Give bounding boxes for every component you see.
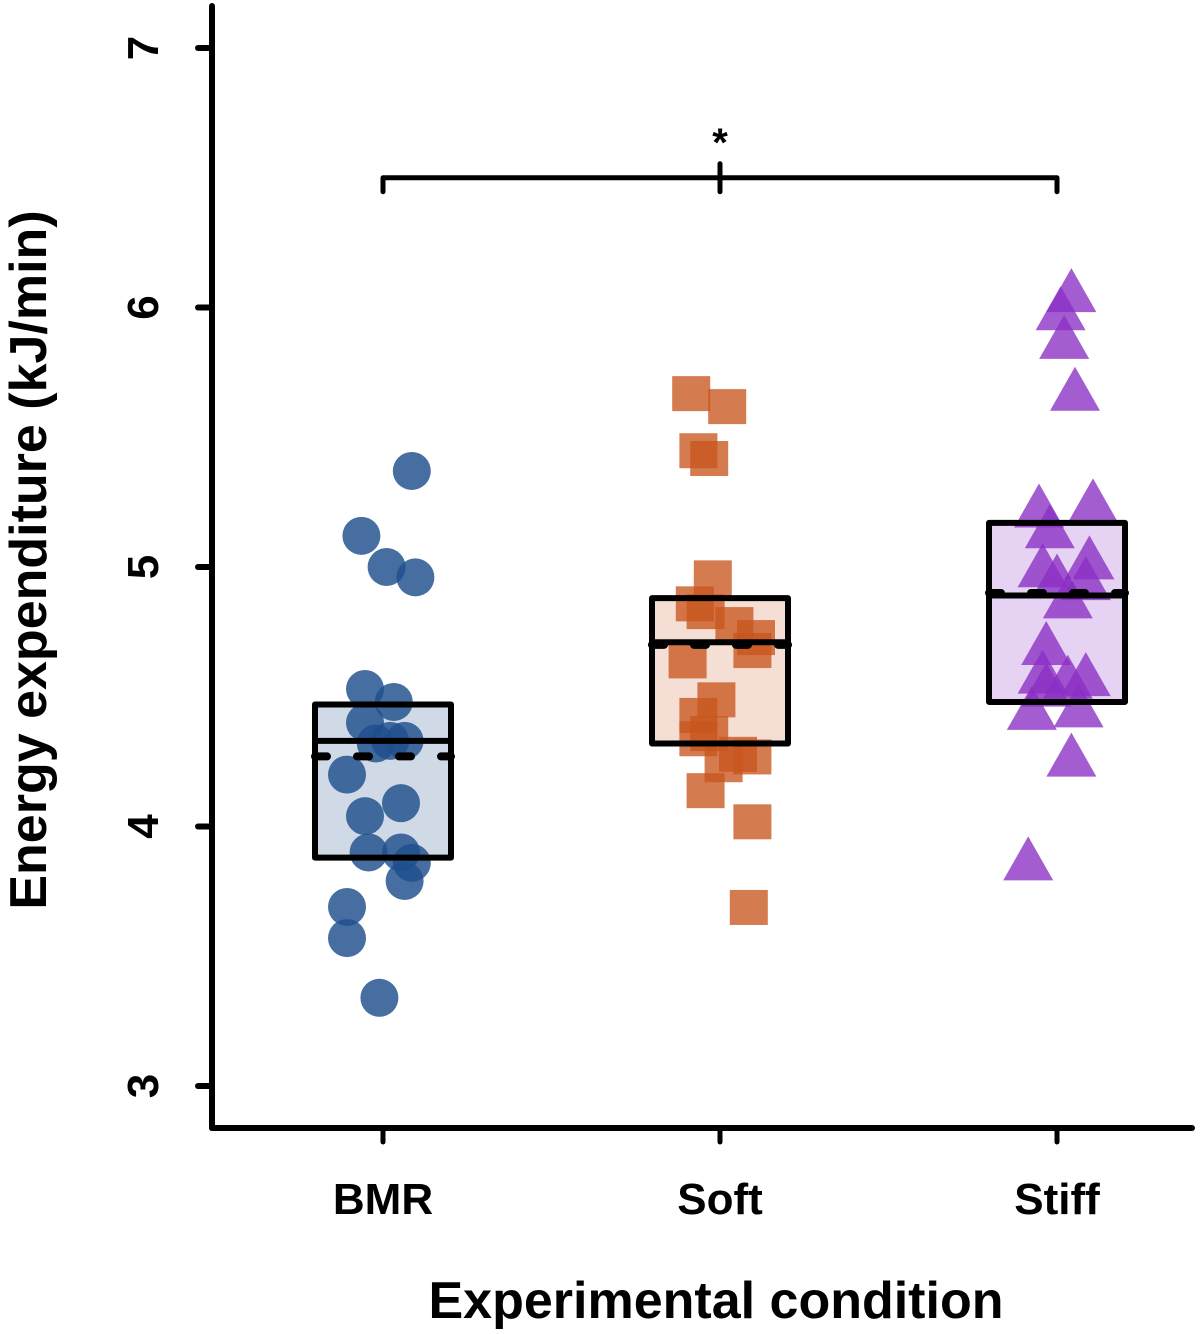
data-point-bmr bbox=[385, 861, 424, 900]
data-point-bmr bbox=[349, 833, 388, 872]
x-tick-label: Stiff bbox=[1014, 1175, 1100, 1224]
data-point-bmr bbox=[382, 784, 420, 823]
data-point-bmr bbox=[396, 558, 435, 597]
box-lines bbox=[311, 519, 1129, 861]
y-axis-title: Energy expenditure (kJ/min) bbox=[0, 210, 58, 909]
data-point-soft bbox=[686, 773, 725, 809]
box-outline-bmr bbox=[312, 701, 454, 861]
data-point-bmr bbox=[346, 669, 384, 708]
data-point-stiff bbox=[1068, 478, 1118, 523]
data-point-soft bbox=[733, 804, 772, 840]
data-point-stiff bbox=[1035, 286, 1086, 331]
box-outline-stiff bbox=[986, 519, 1128, 705]
y-tick-label: 3 bbox=[119, 1074, 168, 1098]
data-point-stiff bbox=[1003, 836, 1054, 881]
data-point-bmr bbox=[328, 755, 366, 794]
x-tick-label: Soft bbox=[677, 1175, 763, 1224]
y-tick-label: 7 bbox=[119, 36, 168, 60]
data-point-stiff bbox=[1053, 683, 1104, 728]
y-ticks: 3 4 5 6 7 bbox=[119, 36, 215, 1098]
data-point-bmr bbox=[392, 451, 431, 490]
x-tick-label: BMR bbox=[333, 1175, 433, 1224]
data-point-stiff bbox=[1039, 314, 1090, 359]
box-outline-soft bbox=[649, 595, 791, 747]
data-point-stiff bbox=[1024, 504, 1075, 549]
data-point-bmr bbox=[346, 797, 384, 836]
data-point-bmr bbox=[342, 516, 381, 555]
data-point-bmr bbox=[328, 919, 366, 958]
data-point-soft bbox=[733, 633, 772, 669]
y-tick-label: 6 bbox=[119, 295, 168, 319]
data-point-soft bbox=[668, 643, 707, 679]
data-point-soft bbox=[708, 389, 747, 425]
data-point-bmr bbox=[367, 548, 406, 586]
data-point-soft bbox=[729, 889, 768, 925]
data-point-soft bbox=[690, 441, 729, 477]
data-point-bmr bbox=[328, 887, 366, 926]
data-point-stiff bbox=[1046, 732, 1097, 777]
y-tick-label: 4 bbox=[119, 814, 168, 839]
axes: 3 4 5 6 7 BMR Soft Stiff bbox=[119, 3, 1195, 1224]
y-tick-label: 5 bbox=[119, 555, 168, 579]
significance-star: * bbox=[712, 121, 728, 165]
data-point-stiff bbox=[1050, 366, 1100, 411]
data-point-stiff bbox=[1064, 535, 1115, 580]
x-ticks: BMR Soft Stiff bbox=[333, 1125, 1100, 1224]
data-point-bmr bbox=[360, 978, 399, 1017]
data-point-soft bbox=[672, 376, 711, 412]
annotations: * bbox=[380, 121, 1060, 195]
x-axis-title: Experimental condition bbox=[429, 1272, 1004, 1330]
data-point-stiff bbox=[1006, 685, 1057, 730]
data-point-stiff bbox=[1021, 621, 1072, 666]
